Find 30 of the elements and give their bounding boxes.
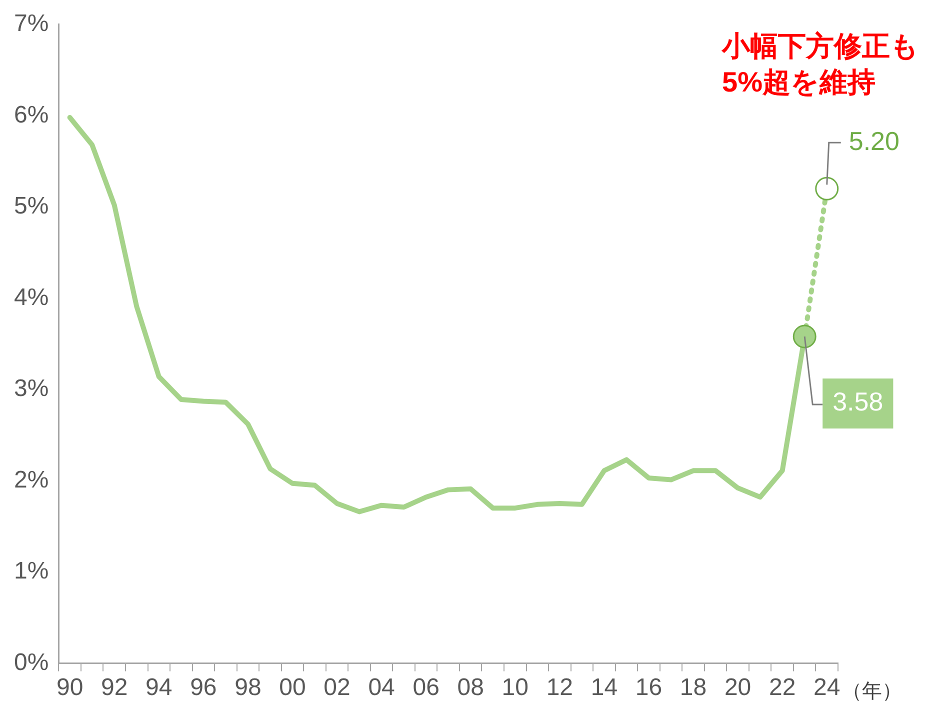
y-tick-label: 6% [14, 101, 49, 128]
x-tick-label: 12 [546, 674, 574, 702]
x-tick-label: 98 [234, 674, 262, 702]
y-tick-label: 7% [14, 10, 49, 38]
x-tick-label: 10 [502, 674, 528, 702]
x-tick-label: 14 [590, 674, 618, 702]
x-axis-title: （年） [842, 680, 902, 703]
y-tick-label: 3% [14, 375, 49, 402]
x-tick-label: 94 [146, 674, 172, 702]
x-tick-label: 08 [457, 674, 484, 702]
annotation: 小幅下方修正も 5%超を維持 [721, 30, 919, 98]
x-tick-label: 22 [768, 674, 796, 702]
data-label: 5.20 [848, 126, 900, 156]
y-tick-label: 4% [14, 284, 49, 311]
x-tick-label: 20 [724, 674, 752, 702]
x-tick-label: 18 [680, 674, 707, 702]
y-tick-label: 5% [14, 192, 49, 220]
x-tick-label: 92 [101, 674, 128, 702]
y-tick-label: 2% [14, 466, 49, 494]
x-tick-label: 06 [412, 674, 440, 702]
data-label: 3.58 [832, 386, 884, 417]
y-tick-label: 0% [14, 648, 49, 676]
x-tick-label: 00 [279, 674, 306, 702]
x-tick-label: 24 [814, 674, 840, 702]
x-tick-label: 04 [368, 674, 395, 702]
x-tick-label: 96 [190, 674, 217, 702]
x-tick-label: 90 [56, 674, 84, 702]
x-tick-label: 16 [635, 674, 662, 702]
y-tick-label: 1% [14, 558, 49, 585]
x-tick-label: 02 [324, 674, 350, 702]
